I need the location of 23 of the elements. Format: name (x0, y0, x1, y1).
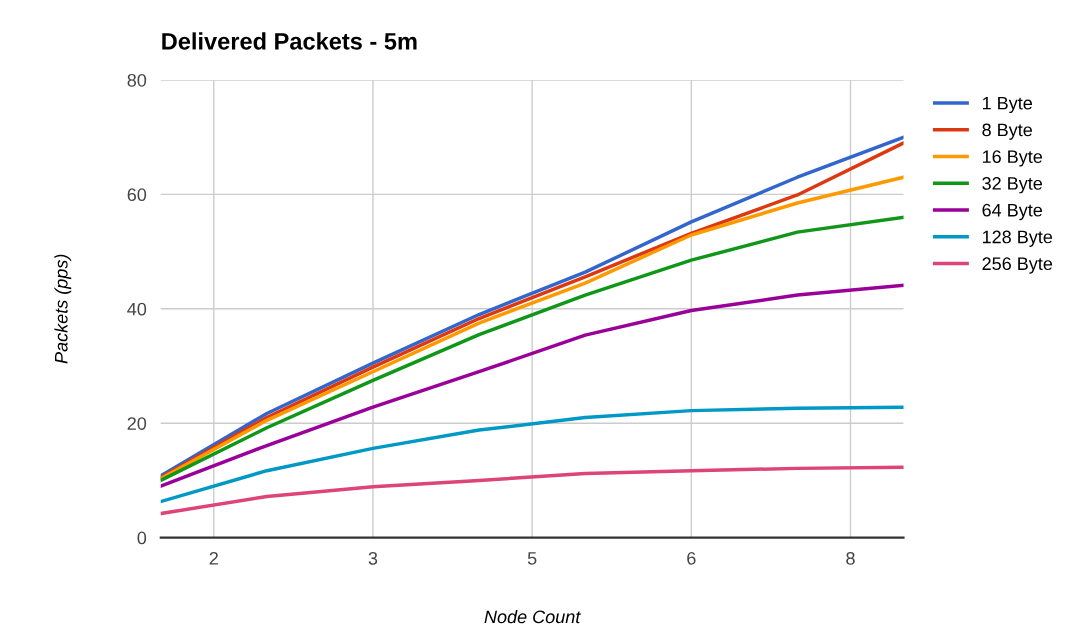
line-series (160, 465, 904, 516)
line-series (160, 283, 904, 488)
legend-label: 16 Byte (982, 150, 1043, 167)
legend-label: 256 Byte (982, 257, 1053, 274)
y-tick-label: 60 (127, 188, 147, 202)
legend-label: 128 Byte (982, 230, 1053, 247)
x-tick-label: 6 (687, 551, 696, 565)
legend-label: 64 Byte (982, 203, 1043, 221)
legend-label: 8 Byte (982, 123, 1032, 140)
y-tick-label: 20 (127, 417, 147, 430)
x-tick-label: 8 (846, 551, 855, 565)
x-tick-label: 2 (209, 551, 218, 565)
y-tick-label: 80 (127, 73, 147, 87)
chart-title: Delivered Packets - 5m (162, 32, 417, 50)
y-tick-label: 0 (137, 531, 147, 545)
x-tick-label: 3 (368, 551, 378, 565)
y-axis-title: Packets (pps) (54, 254, 72, 364)
x-axis-title: Node Count (484, 609, 581, 624)
y-tick-label: 40 (127, 302, 147, 316)
line-series (160, 405, 904, 504)
x-tick-label: 5 (527, 552, 537, 565)
legend-label: 32 Byte (982, 177, 1043, 194)
legend-label: 1 Byte (982, 96, 1032, 114)
